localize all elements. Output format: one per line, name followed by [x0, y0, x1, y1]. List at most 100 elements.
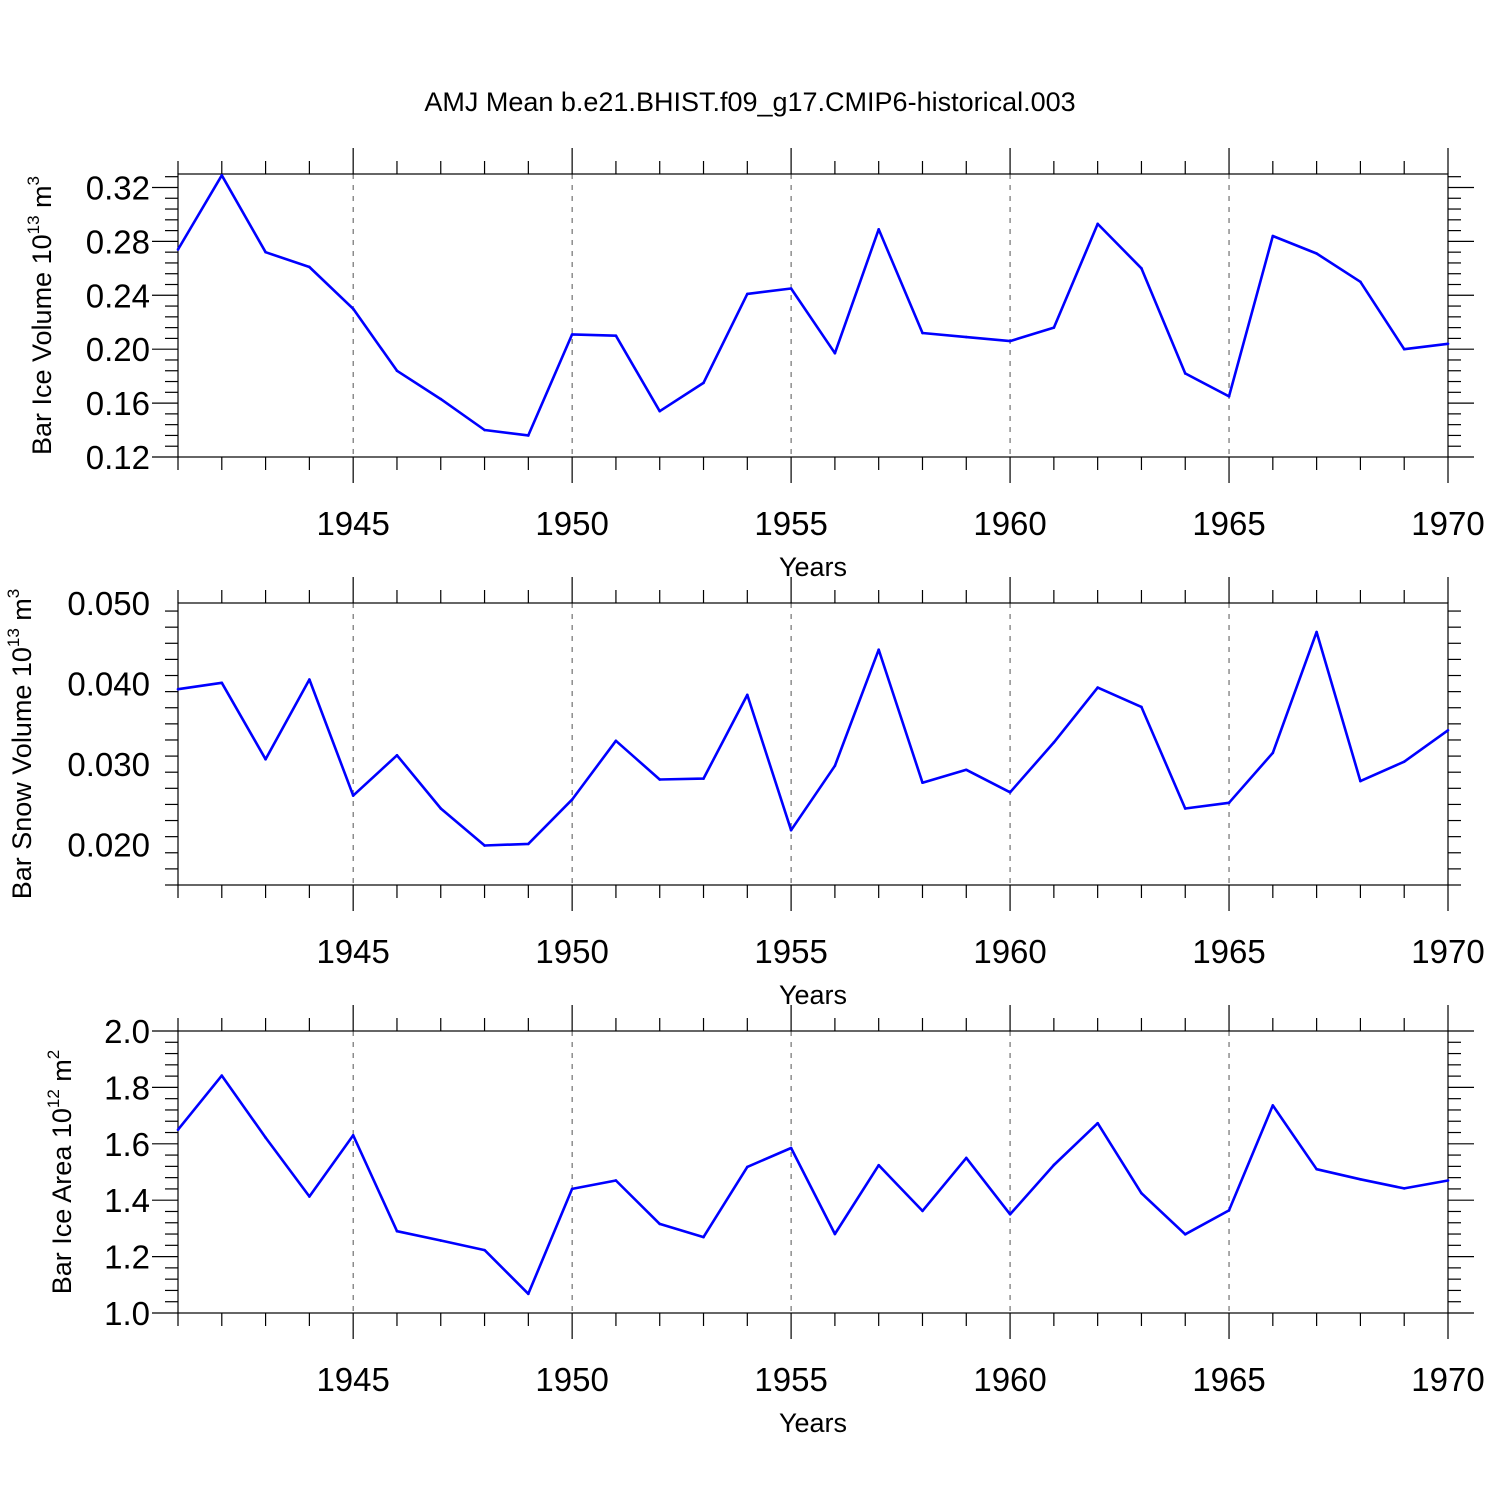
- data-point: [1140, 1191, 1143, 1195]
- y-axis-label: Bar Snow Volume 1013 m3: [4, 589, 37, 900]
- data-point: [1359, 1178, 1362, 1181]
- data-point: [833, 764, 837, 768]
- data-point: [1052, 1163, 1056, 1167]
- data-point: [964, 1156, 968, 1160]
- data-point: [1359, 280, 1362, 284]
- data-point: [1402, 760, 1406, 764]
- data-point: [877, 1163, 880, 1167]
- y-axis-label: Bar Ice Volume 1013 m3: [24, 176, 57, 455]
- data-point: [527, 1292, 530, 1296]
- x-tick-label: 1945: [316, 933, 389, 970]
- y-tick-label: 1.2: [104, 1239, 150, 1276]
- data-point: [1446, 1179, 1450, 1182]
- x-tick-label: 1965: [1192, 933, 1265, 970]
- data-point: [921, 1209, 924, 1213]
- data-point: [1271, 234, 1275, 238]
- panel-2: 0.020 0.030 0.040 0.050 1945 1950 1955 1960 1965…: [4, 577, 1485, 1010]
- data-point: [395, 1229, 399, 1233]
- data-point: [308, 265, 311, 269]
- data-point: [439, 807, 443, 810]
- x-tick-label: 1950: [535, 505, 608, 542]
- data-point: [570, 333, 574, 336]
- panels: 0.12 0.16 0.20 0.24 0.28 0.32 1945 1950 1955 1960…: [4, 148, 1485, 1438]
- data-point: [220, 1074, 224, 1077]
- data-point: [176, 248, 180, 251]
- data-point: [1183, 807, 1187, 810]
- data-point: [1183, 1233, 1187, 1236]
- data-point: [220, 174, 224, 177]
- panel-3: 1.0 1.2 1.4 1.6 1.8 2.0 1945 1950 1955 1960 1965 19…: [44, 1005, 1485, 1438]
- y-tick-label: 0.030: [67, 746, 150, 783]
- data-point: [395, 753, 399, 757]
- y-tick-label: 0.020: [67, 827, 150, 864]
- data-point: [483, 428, 486, 432]
- x-tick-label: 1955: [754, 505, 827, 542]
- x-tick-label: 1950: [535, 1361, 608, 1398]
- y-tick-label: 1.4: [104, 1182, 150, 1219]
- y-tick-label: 2.0: [104, 1013, 150, 1050]
- data-point: [1315, 1167, 1318, 1171]
- data-point: [351, 307, 355, 311]
- data-point: [1052, 326, 1056, 329]
- data-point: [1227, 395, 1231, 398]
- data-point: [1227, 801, 1231, 805]
- data-point: [1008, 339, 1012, 343]
- data-point: [964, 335, 968, 339]
- data-point: [1227, 1209, 1231, 1212]
- data-point: [1402, 347, 1406, 351]
- data-point: [483, 1248, 486, 1252]
- y-tick-label: 0.20: [86, 331, 150, 368]
- data-point: [351, 1134, 355, 1137]
- data-point: [877, 227, 880, 231]
- data-point: [1052, 741, 1056, 744]
- data-point: [439, 397, 443, 401]
- data-point: [1271, 1104, 1275, 1107]
- data-point: [220, 681, 224, 685]
- data-point: [1096, 686, 1099, 689]
- data-point: [527, 842, 530, 846]
- y-tick-label: 0.050: [67, 585, 150, 622]
- data-point: [921, 331, 924, 335]
- data-point: [789, 287, 793, 290]
- data-point: [570, 798, 574, 801]
- data-point: [308, 678, 311, 681]
- data-point: [702, 1235, 705, 1239]
- y-tick-label: 1.8: [104, 1069, 150, 1106]
- data-point: [833, 1232, 837, 1236]
- data-point: [789, 828, 793, 832]
- data-point: [1140, 267, 1143, 270]
- data-point: [439, 1239, 443, 1242]
- x-tick-label: 1955: [754, 1361, 827, 1398]
- data-point: [1359, 779, 1362, 783]
- data-point: [877, 648, 880, 652]
- data-point: [964, 768, 968, 772]
- data-point: [658, 409, 662, 413]
- data-point: [1315, 252, 1318, 255]
- x-tick-label: 1945: [316, 505, 389, 542]
- y-tick-label: 0.040: [67, 666, 150, 703]
- x-tick-label: 1960: [973, 933, 1046, 970]
- data-point: [264, 1136, 267, 1139]
- data-point: [921, 781, 924, 784]
- data-point: [264, 758, 267, 761]
- data-point: [658, 778, 662, 781]
- data-point: [1008, 791, 1012, 794]
- y-tick-label: 0.24: [86, 277, 150, 314]
- data-point: [1008, 1213, 1012, 1216]
- data-point: [351, 794, 355, 797]
- data-point: [1096, 1121, 1099, 1125]
- panel-1: 0.12 0.16 0.20 0.24 0.28 0.32 1945 1950 1955 1960…: [24, 148, 1485, 582]
- data-point: [176, 687, 180, 691]
- plot-frame: [177, 173, 1449, 458]
- x-axis-label: Years: [779, 552, 847, 582]
- data-point: [264, 250, 267, 254]
- x-axis-label: Years: [779, 980, 847, 1010]
- data-point: [1271, 751, 1275, 755]
- y-tick-label: 0.16: [86, 385, 150, 422]
- data-point: [1446, 729, 1450, 732]
- data-point: [833, 351, 837, 355]
- x-tick-label: 1960: [973, 1361, 1046, 1398]
- data-point: [570, 1187, 574, 1191]
- y-tick-label: 0.28: [86, 223, 150, 260]
